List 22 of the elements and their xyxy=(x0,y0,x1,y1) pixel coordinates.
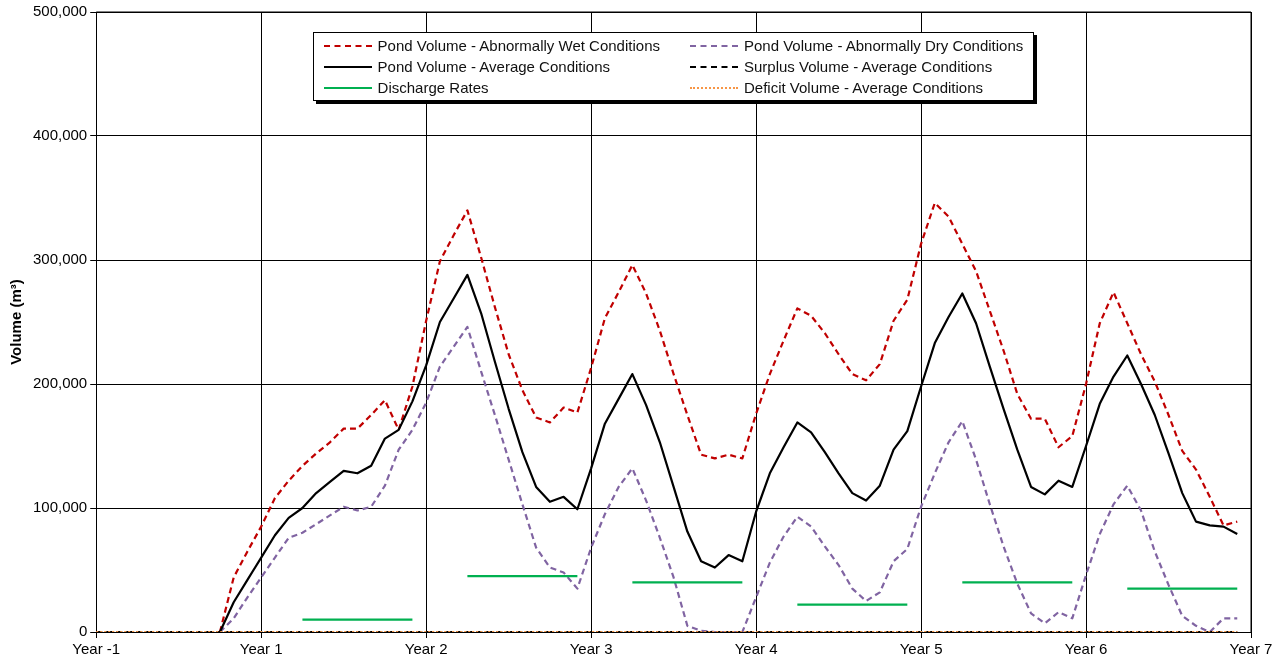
y-tick-label: 100,000 xyxy=(32,498,88,516)
legend-label: Pond Volume - Average Conditions xyxy=(377,58,610,75)
x-tick-label: Year -1 xyxy=(72,640,121,658)
legend-label: Pond Volume - Abnormally Wet Conditions xyxy=(377,37,660,54)
y-tick-label: 500,000 xyxy=(32,2,88,20)
x-tick-label: Year 6 xyxy=(1064,640,1108,658)
x-tick-label: Year 1 xyxy=(239,640,283,658)
y-tick-label: 200,000 xyxy=(32,374,88,392)
line-series xyxy=(218,201,1239,632)
x-tick-label: Year 7 xyxy=(1229,640,1273,658)
y-tick-label: 400,000 xyxy=(32,126,88,144)
legend-label: Discharge Rates xyxy=(377,79,489,96)
x-tick-label: Year 2 xyxy=(404,640,448,658)
x-tick-label: Year 4 xyxy=(734,640,778,658)
legend-label: Pond Volume - Abnormally Dry Conditions xyxy=(743,37,1024,54)
y-axis-title: Volume (m³) xyxy=(7,279,25,365)
legend-label: Surplus Volume - Average Conditions xyxy=(743,58,993,75)
legend-label: Deficit Volume - Average Conditions xyxy=(743,79,984,96)
y-tick-label: 300,000 xyxy=(32,250,88,268)
x-tick-label: Year 3 xyxy=(569,640,613,658)
y-tick-label: 0 xyxy=(78,622,88,640)
x-tick-label: Year 5 xyxy=(899,640,943,658)
